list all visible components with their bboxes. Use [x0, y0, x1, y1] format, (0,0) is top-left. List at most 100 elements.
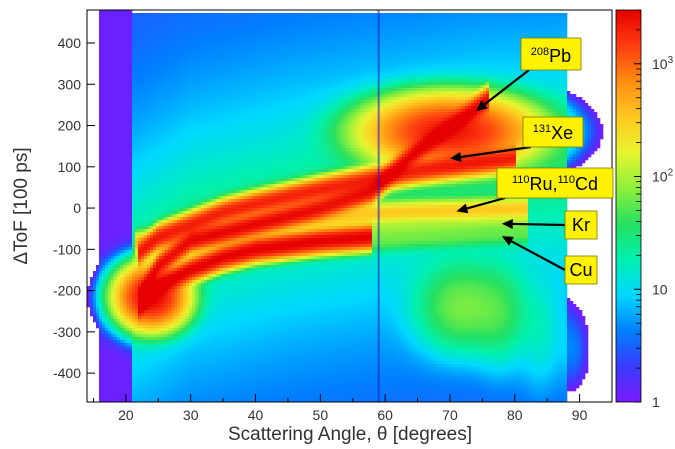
heatmap-cell [162, 148, 166, 152]
heatmap-cell [153, 370, 157, 374]
heatmap-cell [168, 391, 172, 395]
heatmap-cell [159, 91, 163, 95]
heatmap-cell [147, 274, 151, 278]
heatmap-cell [117, 196, 121, 200]
heatmap-cell [204, 61, 208, 65]
heatmap-cell [210, 160, 214, 164]
heatmap-cell [168, 28, 172, 32]
heatmap-cell [177, 34, 181, 38]
heatmap-cell [201, 43, 205, 47]
heatmap-cell [135, 103, 139, 107]
heatmap-cell [102, 367, 106, 371]
heatmap-cell [147, 214, 151, 218]
heatmap-cell [132, 211, 136, 215]
heatmap-cell [204, 133, 208, 137]
heatmap-cell [186, 52, 190, 56]
heatmap-cell [159, 169, 163, 173]
heatmap-cell [147, 268, 151, 272]
heatmap-cell [141, 241, 145, 245]
heatmap-cell [180, 136, 184, 140]
heatmap-cell [99, 400, 103, 402]
heatmap-cell [114, 316, 118, 320]
heatmap-cell [177, 346, 181, 350]
heatmap-cell [144, 64, 148, 68]
heatmap-cell [150, 106, 154, 110]
heatmap-cell [165, 271, 169, 275]
heatmap-cell [123, 247, 127, 251]
heatmap-cell [165, 343, 169, 347]
heatmap-cell [138, 304, 142, 308]
heatmap-cell [111, 133, 115, 137]
heatmap-cell [108, 349, 112, 353]
heatmap-cell [150, 292, 154, 296]
heatmap-cell [171, 163, 175, 167]
heatmap-cell [135, 124, 139, 128]
heatmap-cell [123, 55, 127, 59]
heatmap-cell [132, 94, 136, 98]
heatmap-cell [99, 148, 103, 152]
heatmap-cell [114, 289, 118, 293]
heatmap-cell [189, 37, 193, 41]
heatmap-cell [207, 106, 211, 110]
heatmap-cell [105, 241, 109, 245]
heatmap-cell [168, 361, 172, 365]
heatmap-cell [153, 97, 157, 101]
heatmap-cell [102, 79, 106, 83]
heatmap-cell [177, 274, 181, 278]
heatmap-cell [114, 355, 118, 359]
heatmap-cell [201, 181, 205, 185]
heatmap-cell [204, 337, 208, 341]
heatmap-cell [123, 94, 127, 98]
heatmap-cell [117, 58, 121, 62]
heatmap-cell [153, 235, 157, 239]
heatmap-cell [177, 304, 181, 308]
heatmap-cell [135, 355, 139, 359]
heatmap-cell [99, 280, 103, 284]
heatmap-cell [108, 46, 112, 50]
heatmap-cell [123, 397, 127, 401]
heatmap-cell [162, 391, 166, 395]
heatmap-cell [177, 382, 181, 386]
heatmap-cell [162, 343, 166, 347]
heatmap-cell [129, 274, 133, 278]
heatmap-cell [99, 52, 103, 56]
heatmap-cell [168, 313, 172, 317]
heatmap-cell [114, 274, 118, 278]
heatmap-cell [207, 154, 211, 158]
heatmap-cell [168, 229, 172, 233]
heatmap-cell [192, 154, 196, 158]
heatmap-cell [207, 265, 211, 269]
heatmap-cell [156, 244, 160, 248]
heatmap-cell [153, 304, 157, 308]
heatmap-cell [129, 67, 133, 71]
heatmap-cell [105, 307, 109, 311]
heatmap-cell [180, 373, 184, 377]
heatmap-cell [144, 259, 148, 263]
heatmap-cell [156, 115, 160, 119]
heatmap-cell [174, 40, 178, 44]
heatmap-cell [174, 304, 178, 308]
heatmap-cell [117, 175, 121, 179]
heatmap-cell [207, 100, 211, 104]
heatmap-cell [153, 193, 157, 197]
heatmap-cell [126, 49, 130, 53]
heatmap-cell [192, 88, 196, 92]
heatmap-cell [123, 130, 127, 134]
heatmap-cell [138, 82, 142, 86]
heatmap-cell [159, 358, 163, 362]
heatmap-cell [126, 268, 130, 272]
heatmap-cell [186, 82, 190, 86]
heatmap-cell [201, 145, 205, 149]
heatmap-cell [210, 55, 214, 59]
heatmap-cell [117, 370, 121, 374]
heatmap-cell [111, 172, 115, 176]
heatmap-cell [132, 112, 136, 116]
heatmap-cell [204, 22, 208, 26]
heatmap-cell [150, 376, 154, 380]
heatmap-cell [189, 391, 193, 395]
heatmap-cell [93, 283, 97, 287]
heatmap-cell [210, 277, 214, 281]
heatmap-cell [147, 217, 151, 221]
heatmap-cell [168, 241, 172, 245]
heatmap-cell [120, 19, 124, 23]
